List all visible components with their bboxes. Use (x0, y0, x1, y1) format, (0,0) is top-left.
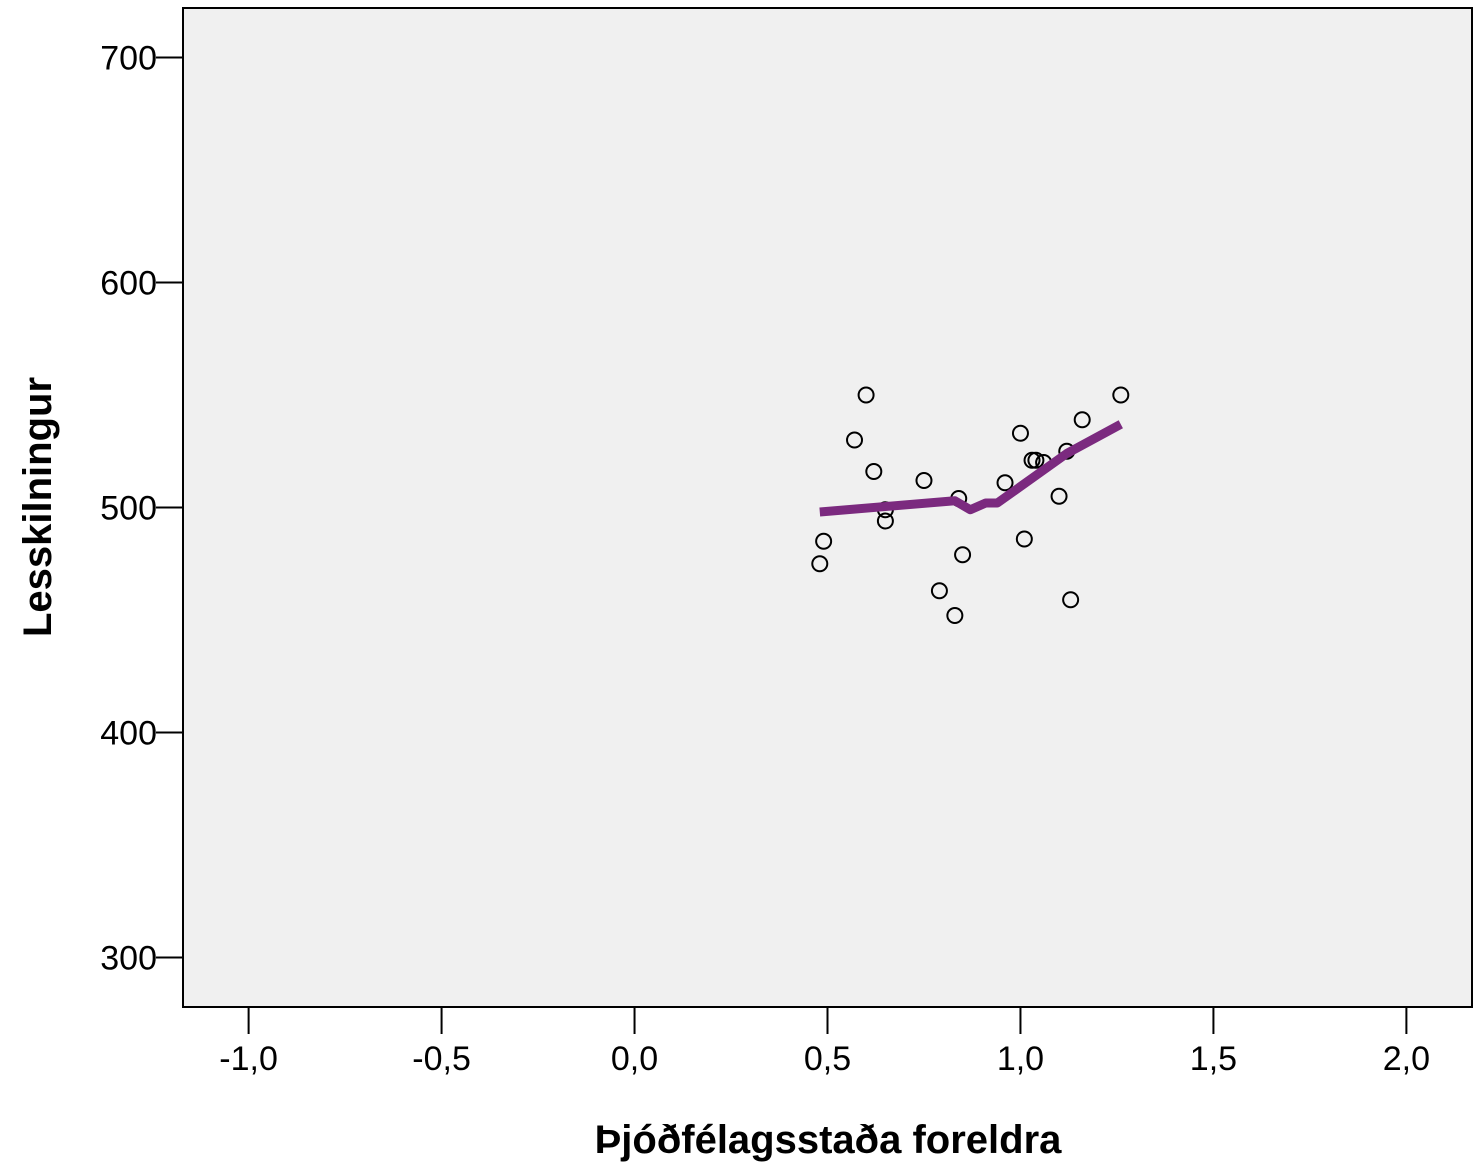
data-point (1015, 530, 1033, 548)
data-point (930, 582, 948, 600)
data-point (1011, 424, 1029, 442)
y-axis-title: Lesskilningur (16, 377, 60, 637)
data-point (946, 607, 964, 624)
data-point (865, 463, 883, 480)
x-tick-label: 2,0 (1383, 1040, 1430, 1078)
x-tick-label: -1,0 (219, 1040, 278, 1078)
y-tick-label: 600 (100, 265, 157, 303)
x-tick-label: 0,5 (804, 1040, 851, 1078)
data-point (1027, 451, 1045, 469)
y-axis: 300 400 500 600 700 (100, 40, 183, 978)
y-tick-label: 500 (100, 490, 157, 528)
data-point (1073, 411, 1091, 429)
data-point (815, 532, 833, 550)
data-point (1112, 386, 1130, 404)
x-tick-label: 1,5 (1190, 1040, 1237, 1078)
plot-marks (811, 386, 1130, 624)
y-tick-label: 400 (100, 715, 157, 753)
y-tick-label: 700 (100, 40, 157, 78)
x-axis: -1,0 -0,5 0,0 0,5 1,0 1,5 2,0 (219, 1007, 1430, 1078)
data-point (857, 386, 875, 404)
x-axis-title: Þjóðfélagsstaða foreldra (595, 1118, 1063, 1162)
data-point (954, 546, 972, 564)
data-point (1062, 591, 1080, 609)
data-point (876, 512, 894, 530)
fit-line (819, 420, 1123, 517)
data-point (811, 555, 829, 573)
x-tick-label: 1,0 (997, 1040, 1044, 1078)
data-point (846, 431, 864, 449)
data-point (1050, 487, 1068, 505)
x-tick-label: -0,5 (412, 1040, 471, 1078)
data-point (996, 474, 1014, 492)
data-point (915, 472, 933, 489)
y-tick-label: 300 (100, 940, 157, 978)
x-tick-label: 0,0 (611, 1040, 658, 1078)
